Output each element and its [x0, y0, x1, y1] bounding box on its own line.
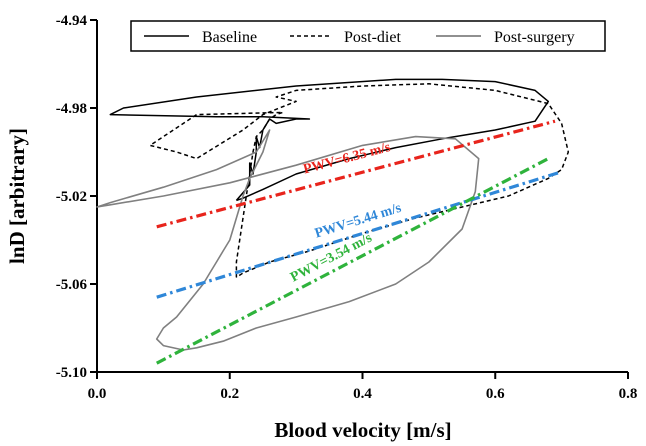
x-tick-label: 0.0 [88, 386, 107, 402]
fit-label-1: PWV=6.35 m/s [302, 140, 393, 178]
y-tick-label: -4.94 [56, 13, 88, 29]
series-baseline [109, 78, 550, 202]
fit-line-2 [156, 170, 563, 299]
series-post-surgery [96, 129, 480, 351]
x-tick-label: 0.8 [619, 386, 638, 402]
y-tick-label: -4.98 [56, 101, 87, 117]
legend-label-post-surgery: Post-surgery [494, 29, 575, 46]
legend-label-post-diet: Post-diet [344, 29, 401, 46]
fit-label-3: PWV=3.54 m/s [288, 230, 375, 285]
series-post-diet [149, 83, 570, 279]
x-axis-label: Blood velocity [m/s] [274, 418, 451, 442]
y-axis-label: lnD [arbitrary] [5, 128, 29, 264]
fit-line-3 [155, 157, 550, 365]
x-tick-label: 0.2 [220, 386, 239, 402]
y-tick-label: -5.10 [56, 365, 87, 381]
y-tick-label: -5.02 [56, 189, 87, 205]
legend-label-baseline: Baseline [202, 29, 257, 46]
x-tick-label: 0.4 [353, 386, 372, 402]
axes: 0.0 0.2 0.4 0.6 0.8 -5.10 -5.06 -5.02 -4.98 -4.94 [56, 13, 638, 402]
legend-box [130, 20, 606, 52]
fit-line-1 [156, 119, 556, 229]
legend: Baseline Post-diet Post-surgery [130, 20, 606, 52]
y-tick-label: -5.06 [56, 277, 88, 293]
series-layer [96, 78, 570, 351]
x-tick-label: 0.6 [486, 386, 505, 402]
